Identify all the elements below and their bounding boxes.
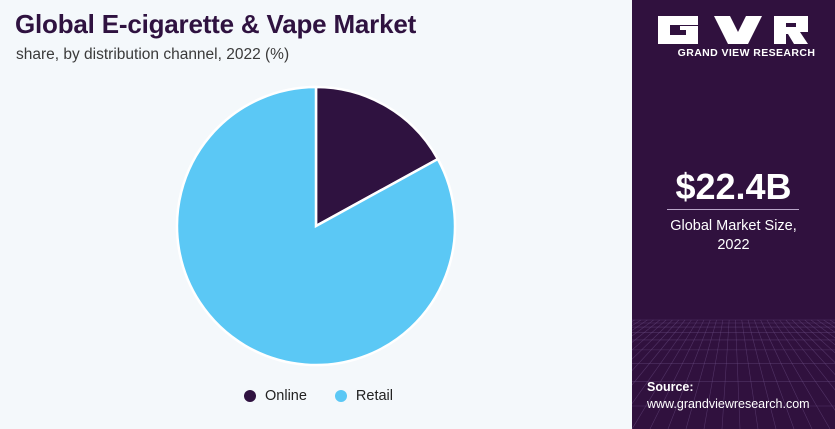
legend-swatch-retail [334, 390, 347, 402]
market-size-label: Global Market Size, 2022 [632, 217, 835, 255]
side-panel: GRAND VIEW RESEARCH $22.4B Global Market… [632, 0, 835, 429]
legend-item-retail: Retail [334, 388, 393, 404]
legend: Online Retail [244, 388, 421, 404]
legend-label-retail: Retail [355, 388, 393, 404]
legend-swatch-online [244, 390, 256, 402]
decorative-grid [632, 319, 835, 429]
chart-subtitle: share, by distribution channel, 2022 (%) [16, 46, 290, 63]
pie-slice-online [314, 85, 440, 229]
source-label: Source: [647, 380, 694, 394]
market-size-label-line1: Global Market Size, [670, 218, 797, 234]
pie-chart [175, 85, 457, 367]
chart-panel: Global E-cigarette & Vape Market share, … [0, 0, 632, 429]
brand-name: GRAND VIEW RESEARCH [677, 47, 816, 59]
legend-item-online: Online [244, 388, 307, 404]
pie-slice-retail [175, 85, 457, 367]
gvr-logo-icon [658, 16, 808, 44]
source-url: www.grandviewresearch.com [647, 397, 810, 411]
stat-divider [667, 209, 799, 210]
legend-label-online: Online [265, 388, 307, 404]
market-size-label-line2: 2022 [717, 237, 750, 253]
brand-logo: GRAND VIEW RESEARCH [658, 16, 815, 62]
chart-title: Global E-cigarette & Vape Market [15, 9, 417, 39]
market-size-value: $22.4B [675, 166, 792, 207]
